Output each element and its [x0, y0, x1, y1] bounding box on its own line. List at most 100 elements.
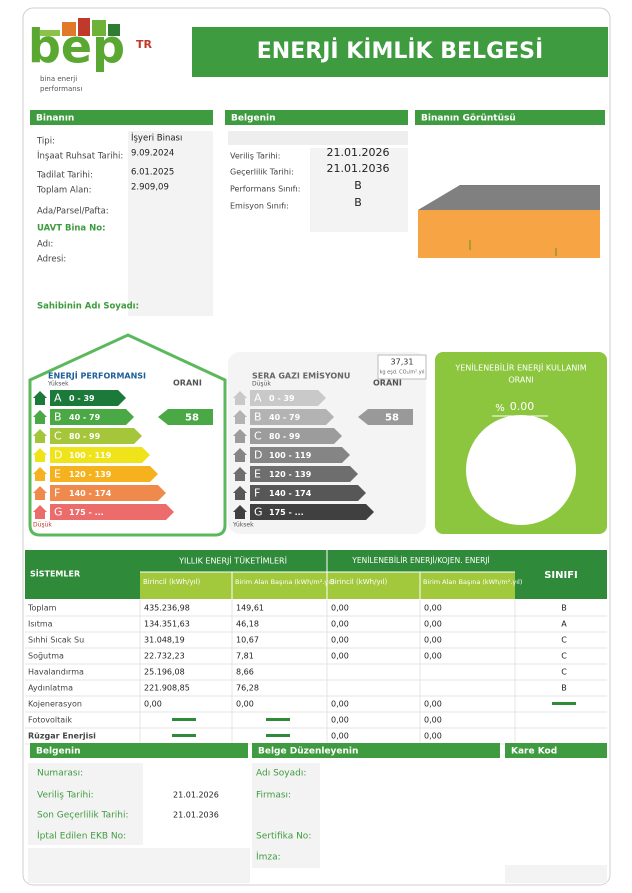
row-cell: 0,00: [424, 636, 442, 645]
emission-house-icon: [233, 410, 247, 424]
energy-house-icon: [33, 391, 47, 405]
row-cell: 0,00: [424, 620, 442, 629]
energy-class-range: 140 - 174: [69, 489, 112, 498]
logo-houses: [40, 18, 120, 36]
footer-certificate-heading-bg: [30, 743, 248, 758]
logo-tr: TR: [136, 38, 153, 51]
table-head-class: [515, 550, 607, 599]
th-systems: SİSTEMLER: [30, 569, 80, 579]
table-head-systems: [25, 550, 140, 599]
emission-unit: kg eşd. CO₂/m².yıl: [379, 370, 424, 376]
row-cell: 22.732,23: [144, 652, 185, 661]
energy-house-icon: [33, 429, 47, 443]
logo-sub: performansı: [40, 85, 82, 93]
building-label: Tadilat Tarihi:: [36, 171, 93, 181]
energy-class-range: 40 - 79: [69, 413, 101, 422]
energy-rate-label: ORANI: [173, 379, 202, 388]
emission-class-range: 175 - ...: [269, 508, 304, 517]
emission-class-letter: G: [254, 506, 263, 519]
energy-class-letter: C: [54, 430, 62, 443]
building-label: Ada/Parsel/Pafta:: [37, 207, 109, 217]
th-sub: Birim Alan Başına (kWh/m².yıl): [423, 578, 522, 586]
row-cell: 0,00: [424, 732, 442, 741]
emission-indicator-value: 58: [385, 413, 399, 424]
table-head-consumption: [140, 550, 327, 572]
energy-class-letter: A: [54, 392, 62, 405]
certificate-heading: Belgenin: [231, 114, 276, 124]
renewable-title: ORANI: [508, 376, 533, 385]
energy-top-label: Yüksek: [47, 381, 69, 388]
row-cell: 0,00: [424, 652, 442, 661]
building-value: 9.09.2024: [131, 149, 174, 159]
footer-qr-heading: Kare Kod: [511, 747, 557, 757]
emission-class-range: 100 - 119: [269, 451, 312, 460]
row-cell: 0,00: [331, 620, 349, 629]
footer-label: Veriliş Tarihi:: [37, 791, 94, 801]
certificate-values-bg: [310, 148, 408, 232]
energy-class-range: 80 - 99: [69, 432, 101, 441]
logo-sub: bina enerji: [40, 75, 77, 83]
row-name: Aydınlatma: [28, 684, 73, 693]
footer-issuer-label-bg: [252, 763, 320, 868]
energy-class-arrow: [50, 447, 150, 463]
energy-class-arrow: [50, 504, 174, 520]
emission-rate-label: ORANI: [373, 379, 402, 388]
row-cell: 0,00: [424, 716, 442, 725]
row-class: C: [561, 652, 567, 661]
emission-class-letter: F: [254, 487, 260, 500]
title-banner: [192, 27, 608, 77]
empty-dash: [266, 734, 290, 737]
energy-house-icon: [33, 486, 47, 500]
row-cell: 0,00: [236, 700, 254, 709]
energy-title: ENERJİ PERFORMANSI: [48, 371, 146, 381]
row-cell: 0,00: [331, 652, 349, 661]
emission-class-letter: E: [254, 468, 261, 481]
emission-amount-box: [377, 354, 427, 380]
table-head-renewable: [327, 550, 515, 572]
energy-class-range: 175 - ...: [69, 508, 104, 517]
emission-house-icon: [233, 486, 247, 500]
empty-dash: [266, 718, 290, 721]
energy-house-icon: [33, 505, 47, 519]
emission-house-icon: [233, 429, 247, 443]
certificate-label: Veriliş Tarihi:: [230, 152, 280, 161]
emission-class-range: 40 - 79: [269, 413, 301, 422]
row-name: Kojenerasyon: [28, 700, 82, 709]
row-cell: 25.196,08: [144, 668, 185, 677]
renewable-symbol: %: [495, 403, 505, 414]
row-name: Havalandırma: [28, 668, 84, 677]
energy-indicator-value: 58: [185, 413, 199, 424]
certificate-value: 21.01.2026: [327, 146, 390, 159]
footer-issuer-label: Sertifika No:: [256, 832, 311, 842]
energy-class-letter: F: [54, 487, 60, 500]
row-cell: 0,00: [424, 700, 442, 709]
empty-dash: [552, 702, 576, 705]
building-heading: Binanın: [36, 114, 74, 124]
footer-issuer-heading-bg: [252, 743, 500, 758]
footer-value: 21.01.2036: [173, 811, 219, 820]
empty-dash: [172, 718, 196, 721]
row-cell: 31.048,19: [144, 636, 185, 645]
energy-class-arrow: [50, 466, 158, 482]
emission-class-arrow: [250, 409, 334, 425]
footer-label-bg: [28, 763, 143, 845]
row-cell: 221.908,85: [144, 684, 190, 693]
building-values-bg: [128, 131, 213, 316]
building-label: İnşaat Ruhsat Tarihi:: [37, 151, 123, 162]
emission-class-letter: A: [254, 392, 262, 405]
energy-class-range: 100 - 119: [69, 451, 112, 460]
empty-dash: [172, 734, 196, 737]
emission-class-range: 120 - 139: [269, 470, 312, 479]
row-class: B: [561, 684, 567, 693]
building-value: 6.01.2025: [131, 168, 174, 178]
building-label: Adresi:: [37, 255, 66, 265]
footer-issuer-label: İmza:: [256, 852, 281, 863]
renewable-value: 0.00: [510, 400, 535, 413]
row-cell: 0,00: [144, 700, 162, 709]
footer-qr-heading-bg: [505, 743, 607, 758]
emission-title: SERA GAZI EMİSYONU: [252, 371, 350, 381]
renewable-circle: [466, 415, 576, 525]
building-heading-bg: [30, 110, 213, 125]
energy-indicator: [158, 409, 213, 425]
